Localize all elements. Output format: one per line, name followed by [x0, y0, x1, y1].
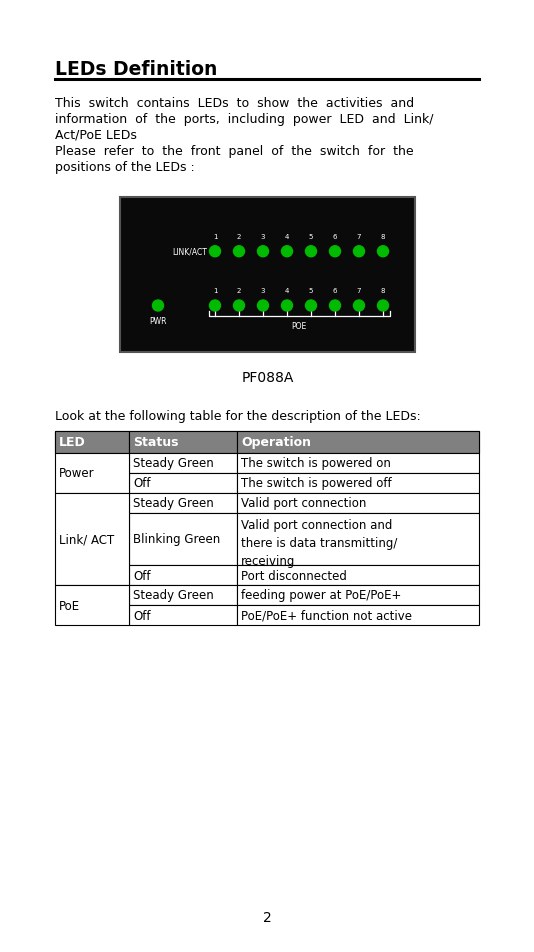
Bar: [237, 431, 479, 453]
Circle shape: [153, 301, 163, 311]
Text: positions of the LEDs :: positions of the LEDs :: [55, 161, 195, 174]
Circle shape: [209, 301, 221, 311]
Text: PWR: PWR: [149, 317, 167, 326]
Text: Please  refer  to  the  front  panel  of  the  switch  for  the: Please refer to the front panel of the s…: [55, 145, 414, 158]
Bar: [237, 473, 479, 493]
Bar: [129, 585, 237, 605]
Text: PF088A: PF088A: [241, 370, 294, 385]
Text: Act/PoE LEDs: Act/PoE LEDs: [55, 129, 137, 142]
Bar: [55, 493, 129, 585]
Bar: [237, 605, 479, 625]
Text: POE: POE: [292, 322, 307, 330]
Text: Off: Off: [133, 569, 151, 582]
Text: Status: Status: [133, 436, 179, 449]
Text: LINK/ACT: LINK/ACT: [172, 248, 207, 256]
Text: Look at the following table for the description of the LEDs:: Look at the following table for the desc…: [55, 409, 421, 423]
Text: feeding power at PoE/PoE+: feeding power at PoE/PoE+: [241, 589, 402, 602]
Circle shape: [233, 301, 245, 311]
Text: 1: 1: [213, 233, 217, 240]
Bar: [129, 473, 237, 493]
Bar: [55, 431, 129, 453]
Text: PoE/PoE+ function not active: PoE/PoE+ function not active: [241, 609, 412, 622]
Text: 8: 8: [381, 288, 385, 293]
Bar: [237, 585, 479, 605]
Text: information  of  the  ports,  including  power  LED  and  Link/: information of the ports, including powe…: [55, 113, 434, 126]
Circle shape: [305, 301, 317, 311]
Text: 4: 4: [285, 288, 289, 293]
Text: Steady Green: Steady Green: [133, 589, 214, 602]
Bar: [129, 565, 237, 585]
Bar: [55, 431, 479, 453]
Circle shape: [354, 247, 365, 257]
Bar: [237, 565, 479, 585]
Text: Valid port connection: Valid port connection: [241, 497, 367, 510]
Text: This  switch  contains  LEDs  to  show  the  activities  and: This switch contains LEDs to show the ac…: [55, 97, 414, 109]
Circle shape: [257, 247, 269, 257]
Text: The switch is powered off: The switch is powered off: [241, 477, 392, 490]
Text: Blinking Green: Blinking Green: [133, 533, 221, 545]
Circle shape: [281, 247, 293, 257]
Circle shape: [257, 301, 269, 311]
Text: PoE: PoE: [59, 599, 80, 612]
Bar: [129, 431, 237, 453]
Bar: [237, 453, 479, 473]
Text: LEDs Definition: LEDs Definition: [55, 60, 217, 79]
Text: Operation: Operation: [241, 436, 311, 449]
Text: Valid port connection and
there is data transmitting/
receiving: Valid port connection and there is data …: [241, 519, 398, 567]
Circle shape: [281, 301, 293, 311]
Text: 2: 2: [263, 910, 271, 924]
Circle shape: [378, 301, 389, 311]
Text: Off: Off: [133, 477, 151, 490]
Text: 1: 1: [213, 288, 217, 293]
Text: The switch is powered on: The switch is powered on: [241, 457, 391, 470]
Circle shape: [329, 301, 341, 311]
Bar: [129, 605, 237, 625]
Circle shape: [329, 247, 341, 257]
Text: Steady Green: Steady Green: [133, 497, 214, 510]
Bar: [55, 585, 129, 625]
Circle shape: [209, 247, 221, 257]
Text: 5: 5: [309, 288, 313, 293]
Text: 5: 5: [309, 233, 313, 240]
Bar: [129, 453, 237, 473]
Text: 2: 2: [237, 233, 241, 240]
Bar: [120, 198, 415, 352]
Circle shape: [233, 247, 245, 257]
Circle shape: [378, 247, 389, 257]
Circle shape: [354, 301, 365, 311]
Text: 8: 8: [381, 233, 385, 240]
Text: 7: 7: [357, 288, 361, 293]
Text: 4: 4: [285, 233, 289, 240]
Circle shape: [305, 247, 317, 257]
Text: 3: 3: [261, 288, 265, 293]
Bar: [129, 513, 237, 565]
Text: Link/ ACT: Link/ ACT: [59, 533, 114, 545]
Text: Power: Power: [59, 467, 95, 480]
Text: 6: 6: [333, 288, 337, 293]
Bar: [129, 493, 237, 513]
Text: Port disconnected: Port disconnected: [241, 569, 347, 582]
Bar: [237, 493, 479, 513]
Text: 6: 6: [333, 233, 337, 240]
Bar: [55, 453, 129, 493]
Text: 2: 2: [237, 288, 241, 293]
Text: Steady Green: Steady Green: [133, 457, 214, 470]
Text: 7: 7: [357, 233, 361, 240]
Text: 3: 3: [261, 233, 265, 240]
Text: LED: LED: [59, 436, 86, 449]
Bar: [237, 513, 479, 565]
Text: Off: Off: [133, 609, 151, 622]
